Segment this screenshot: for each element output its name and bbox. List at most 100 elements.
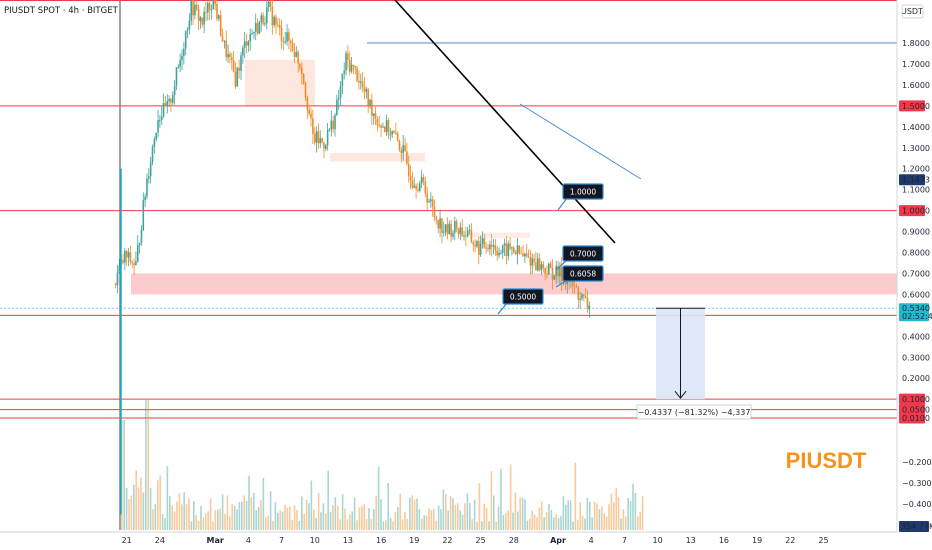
price-tick-label: 0.4000 [902,332,930,341]
candle [238,67,240,71]
candle [551,267,554,280]
volume-bar [135,470,137,530]
badge-box [562,265,604,282]
time-tick-label: 24 [155,536,165,545]
zones-layer [131,59,897,295]
candle [575,286,578,288]
volume-bar [308,503,310,530]
volume-bar [301,496,303,530]
price-tick-label: 1.4000 [902,123,930,132]
candle [503,243,506,246]
volume-bar [209,498,212,530]
candle [144,196,146,201]
volume-bar [145,400,147,530]
ma-price-label: 1.1473 [902,176,930,185]
candle [518,245,521,254]
volume-bar [337,506,339,530]
trend-line[interactable] [519,103,642,180]
candle [424,181,427,194]
candle [223,40,226,42]
candle [188,20,191,30]
currency-box [901,4,924,19]
volume-bar [286,507,289,530]
volume-bar [574,462,577,530]
price-tick-label: 0.8000 [902,249,930,258]
candle [492,245,495,247]
candle [297,52,299,64]
volume-bar [322,503,325,530]
candle [289,40,292,43]
fib-badges-layer: 1.0000 0.7000 0.6058 0.5000 [497,183,604,315]
bar-countdown-label: 02:52:42 [902,312,932,321]
volume-bar [159,475,161,530]
candle [588,305,591,310]
volume-bar [356,520,358,530]
candle [374,113,377,119]
candle [265,7,268,24]
volume-bar [457,503,459,530]
volume-bar [394,512,397,530]
volume-bar [572,521,574,530]
badge-pointer [557,197,568,211]
time-tick-label: 13 [343,536,353,545]
badge-box [562,245,604,262]
time-tick-label: Apr [550,536,566,545]
volume-bar [125,487,128,530]
candle [179,60,181,67]
candle [402,145,404,153]
volume-bar [185,504,188,530]
candle [280,27,283,41]
volume-bar [617,497,620,530]
candle [466,230,469,237]
fib-level-badge[interactable]: 0.6058 [555,265,604,288]
fib-level-badge[interactable]: 0.5000 [497,288,544,315]
volume-bar [401,519,404,530]
time-tick-label: 22 [442,536,452,545]
volume-bar [490,471,493,530]
candle [514,252,517,254]
candle [129,252,132,263]
candle [396,133,399,142]
badge-pointer [497,302,508,315]
candle [352,64,355,66]
candle [546,273,548,275]
volume-bar [428,508,430,530]
volume-bar [433,508,435,530]
candle [273,16,275,26]
candle [354,65,357,69]
candle [513,247,515,253]
candles-layer [114,0,591,515]
volume-bar [533,514,536,530]
fib-level-badge[interactable]: 0.7000 [555,245,604,271]
volume-bar [629,501,632,530]
volume-bar [529,518,531,530]
trend-line[interactable] [394,0,616,244]
level-price-label-bg [899,412,925,424]
volume-bar [164,518,166,530]
volume-bar [202,517,205,530]
currency-label[interactable]: USDT [901,7,923,16]
candle [194,4,196,16]
drawings-layer [367,0,897,244]
volume-bar [169,496,171,530]
candle [203,11,205,25]
volume-bar [166,466,169,530]
price-tick-label: 1.3000 [902,144,930,153]
volume-bar [154,504,157,530]
candle [361,81,364,87]
badge-label: 0.7000 [570,250,596,259]
volume-bar [217,509,219,530]
supply-zone [131,273,897,295]
candle [232,59,235,73]
fib-level-badge[interactable]: 1.0000 [557,183,604,211]
volume-bar [555,514,557,530]
candle [278,25,281,28]
volume-bar [598,509,601,530]
volume-bar [392,521,394,530]
volume-bar [553,517,555,530]
candle [284,41,287,43]
volume-bar [257,506,260,530]
volume-bar [373,509,375,530]
candle [437,220,440,229]
